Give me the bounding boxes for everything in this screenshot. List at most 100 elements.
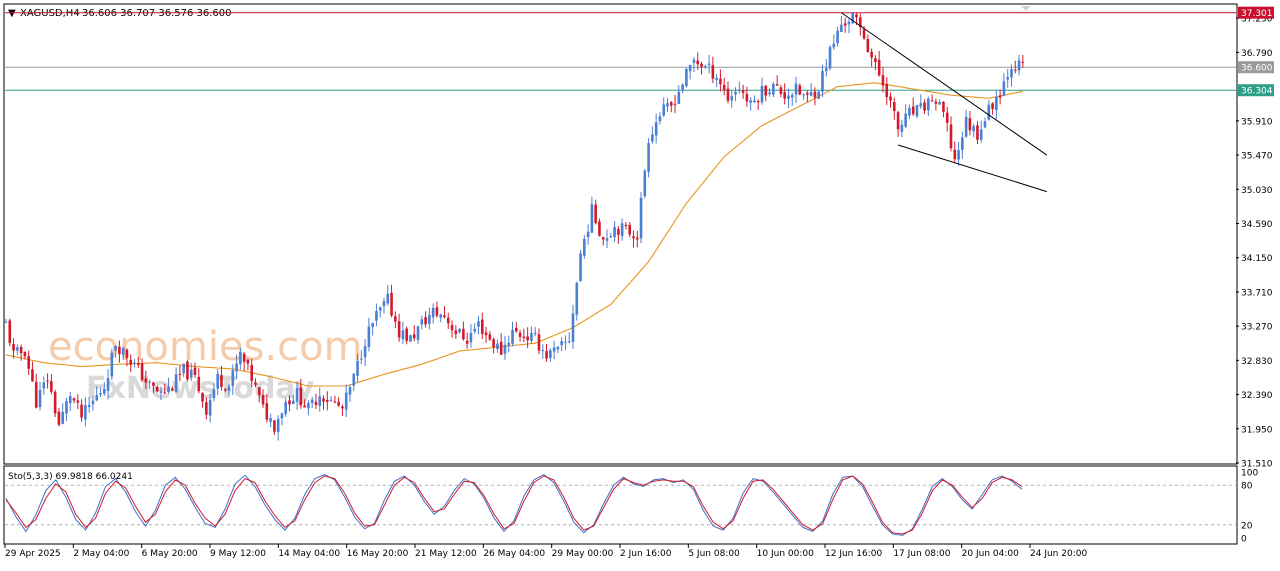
candle <box>908 104 911 120</box>
candle <box>760 77 764 105</box>
candle <box>431 303 435 324</box>
candle <box>235 354 238 379</box>
candle <box>465 332 469 349</box>
candle <box>809 83 813 97</box>
price-tick-label: 34.150 <box>1241 254 1273 264</box>
candle <box>545 343 548 362</box>
candle <box>257 387 261 403</box>
candle <box>401 321 405 344</box>
candle <box>979 120 983 143</box>
candle <box>586 224 590 245</box>
candle <box>1006 68 1009 88</box>
chevron-down-icon[interactable]: ▼ <box>8 8 16 19</box>
price-tick-label: 37.230 <box>1241 15 1273 25</box>
candle <box>8 318 12 347</box>
candle <box>390 284 393 318</box>
price-panel-frame <box>3 3 1238 465</box>
candle <box>12 338 15 359</box>
candle <box>919 94 923 110</box>
candle <box>594 199 597 225</box>
price-tick-label: 33.270 <box>1241 323 1273 333</box>
candle <box>530 326 533 344</box>
candle <box>242 351 246 372</box>
price-tick-label: 35.470 <box>1241 152 1273 162</box>
time-tick-label: 5 Jun 08:00 <box>688 549 740 559</box>
candle <box>458 328 461 334</box>
time-tick-label: 2 May 04:00 <box>73 549 129 559</box>
time-tick-label: 9 May 12:00 <box>210 549 266 559</box>
price-tick-label: 36.790 <box>1241 49 1273 59</box>
candle <box>303 399 306 408</box>
scroll-marker-icon[interactable] <box>1021 6 1031 11</box>
candle <box>299 378 303 409</box>
candle <box>439 313 442 323</box>
candle <box>140 358 144 382</box>
candle <box>817 89 820 100</box>
candle <box>208 393 212 423</box>
price-tick-label: 34.590 <box>1241 220 1273 230</box>
candle <box>711 56 715 84</box>
trend-line[interactable] <box>897 144 1047 193</box>
candle <box>326 391 329 411</box>
candle <box>874 55 877 71</box>
candle <box>798 83 802 96</box>
candle <box>537 328 541 354</box>
candle <box>329 396 333 402</box>
candle <box>492 337 495 354</box>
candle <box>148 379 151 390</box>
candle <box>583 235 586 260</box>
candle <box>38 381 42 411</box>
candle <box>715 73 718 88</box>
candle <box>617 225 620 244</box>
candle <box>507 335 511 353</box>
candle <box>375 303 378 327</box>
candle <box>65 397 68 422</box>
stochastic-tick-label: 0 <box>1241 535 1247 545</box>
price-tick-label: 31.510 <box>1241 460 1273 470</box>
candle <box>265 394 269 423</box>
candle <box>382 297 386 314</box>
candle <box>197 368 201 394</box>
time-tick-label: 21 May 12:00 <box>415 549 477 559</box>
candle <box>443 306 446 319</box>
stochastic-panel-frame <box>3 465 1238 545</box>
price-tick-label: 35.910 <box>1241 117 1273 127</box>
candle <box>601 236 605 246</box>
candle <box>91 396 95 411</box>
time-tick-label: 14 May 04:00 <box>278 549 340 559</box>
candle <box>832 34 836 50</box>
candle <box>783 83 786 105</box>
candle <box>322 395 325 410</box>
candle <box>159 386 163 400</box>
candle <box>828 45 832 71</box>
candle <box>367 317 371 352</box>
candle <box>397 313 401 342</box>
candle <box>942 101 945 118</box>
candle <box>284 397 288 417</box>
candle <box>779 84 783 98</box>
candle <box>635 230 639 248</box>
candle <box>787 88 790 109</box>
candle <box>291 394 295 405</box>
candle <box>1010 64 1013 87</box>
candle <box>193 362 197 378</box>
candle <box>806 90 809 103</box>
candle <box>719 69 722 92</box>
candle <box>152 381 155 393</box>
candle <box>851 12 855 25</box>
candle <box>677 85 681 105</box>
candle <box>446 312 450 330</box>
level-price-label: 36.600 <box>1241 64 1273 74</box>
candle <box>333 395 337 404</box>
trend-line[interactable] <box>841 12 1048 156</box>
candle <box>639 192 643 244</box>
candle <box>666 97 669 112</box>
candle <box>50 374 53 395</box>
candle <box>144 370 148 390</box>
candle <box>363 339 367 366</box>
candle <box>511 321 514 347</box>
candle <box>477 315 480 335</box>
candle <box>1002 72 1006 97</box>
candle <box>590 196 594 234</box>
